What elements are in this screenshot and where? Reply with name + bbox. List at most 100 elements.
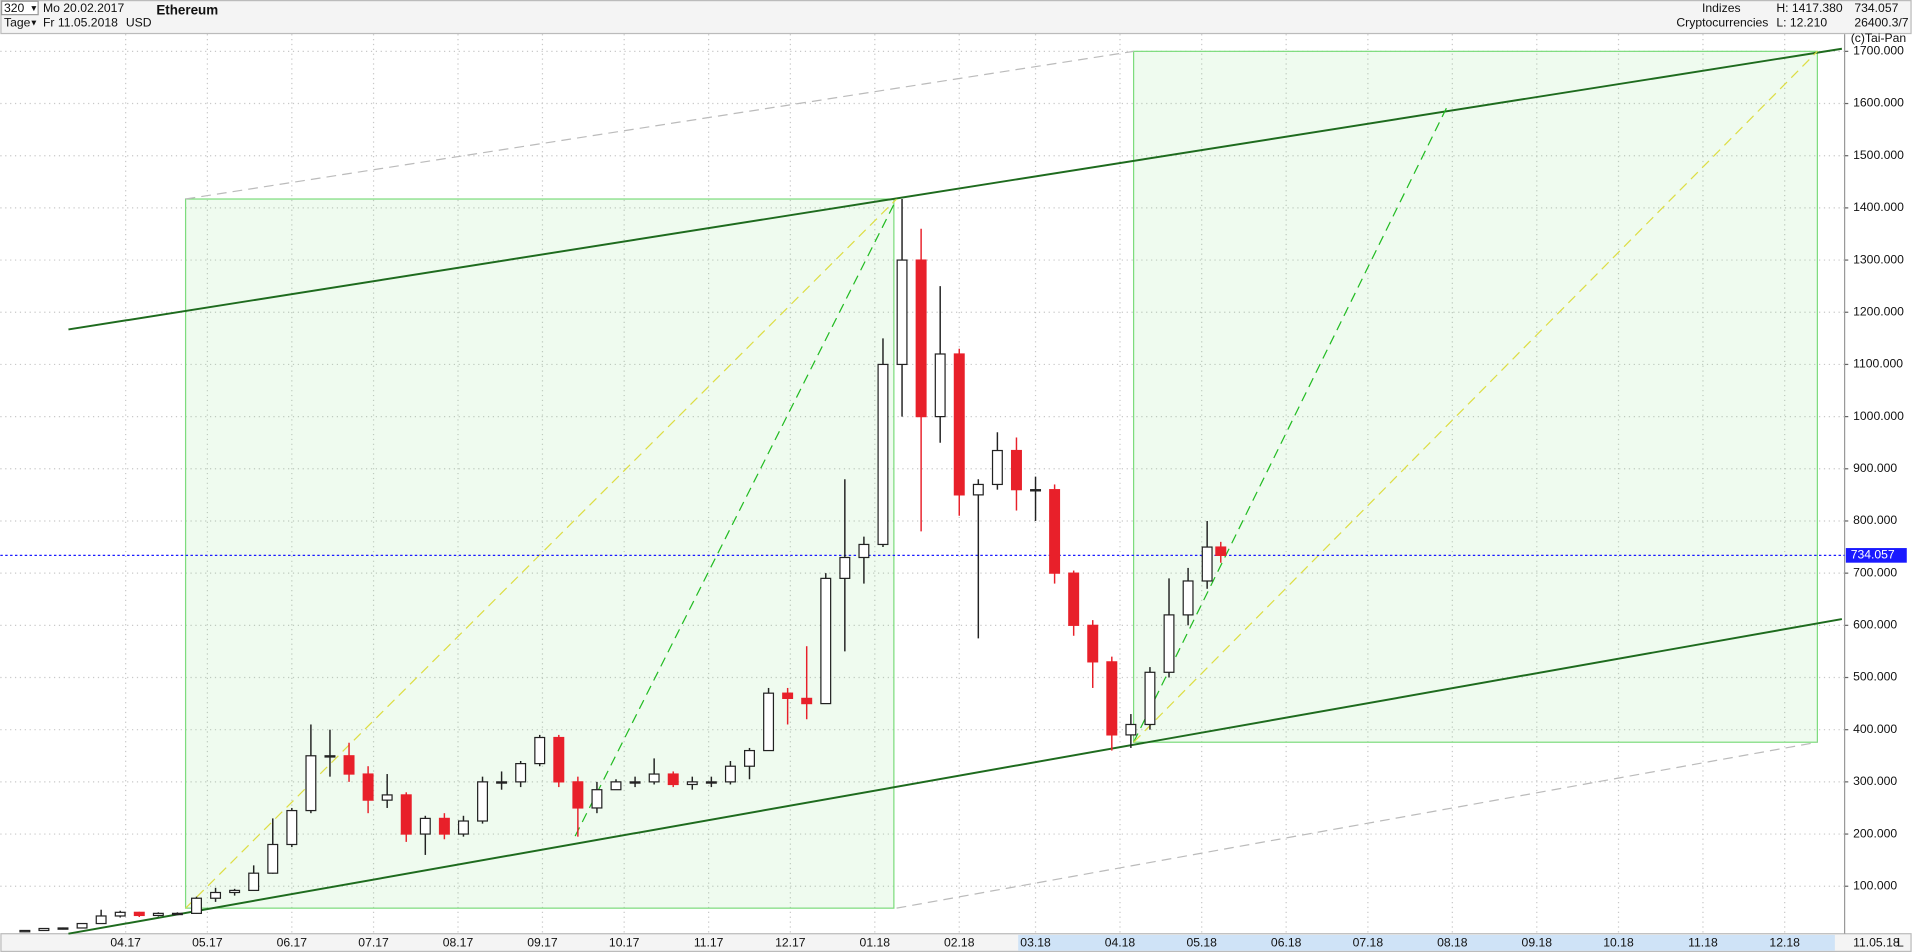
x-tick-label: 08.18 bbox=[1437, 936, 1468, 950]
chart-title: Ethereum bbox=[156, 3, 218, 18]
x-tick-label: 09.18 bbox=[1522, 936, 1553, 950]
candle-body bbox=[1030, 489, 1042, 492]
candle-body bbox=[1182, 580, 1194, 616]
low: L: 12.210 bbox=[1776, 15, 1827, 29]
x-tick-label: 07.17 bbox=[358, 936, 389, 950]
candle-body bbox=[324, 755, 336, 758]
trend-line bbox=[185, 50, 1134, 200]
candle-body bbox=[19, 929, 31, 933]
candle-body bbox=[1106, 661, 1118, 736]
candle-body bbox=[210, 891, 222, 899]
candle-body bbox=[57, 927, 69, 930]
candle-body bbox=[686, 781, 698, 786]
y-tick-label: 600.000 bbox=[1853, 618, 1897, 632]
y-tick-label: 1000.000 bbox=[1853, 409, 1904, 423]
to-date: Fr 11.05.2018 bbox=[43, 15, 118, 29]
candle-body bbox=[152, 912, 164, 917]
x-tick-label: 02.18 bbox=[944, 936, 975, 950]
candle-body bbox=[1049, 489, 1061, 574]
current-price-tag bbox=[1845, 548, 1907, 563]
candle-body bbox=[724, 765, 736, 783]
candle-body bbox=[629, 781, 641, 784]
x-tick-label: 05.17 bbox=[192, 936, 223, 950]
count-select[interactable] bbox=[0, 0, 39, 16]
candle-body bbox=[38, 927, 50, 932]
x-tick-label: 05.18 bbox=[1186, 936, 1217, 950]
y-tick-label: 800.000 bbox=[1853, 513, 1897, 527]
candle-body bbox=[782, 692, 794, 699]
trend-line bbox=[68, 47, 1843, 331]
x-axis-highlight bbox=[1018, 934, 1835, 951]
candle-body bbox=[419, 817, 431, 835]
candle-body bbox=[705, 781, 717, 784]
candle-body bbox=[457, 820, 469, 835]
current-price-label: 734.057 bbox=[1851, 548, 1895, 562]
header-bar bbox=[0, 0, 1912, 35]
x-tick-label: 01.18 bbox=[860, 936, 891, 950]
y-tick-label: 900.000 bbox=[1853, 461, 1897, 475]
from-date: Mo 20.02.2017 bbox=[43, 1, 124, 15]
candle-body bbox=[572, 781, 584, 809]
x-tick-label: 06.18 bbox=[1271, 936, 1302, 950]
candle-body bbox=[877, 363, 889, 546]
code: 26400.3/7 bbox=[1854, 15, 1908, 29]
candle-body bbox=[114, 911, 126, 917]
x-tick-label: 06.17 bbox=[277, 936, 308, 950]
y-tick-label: 1500.000 bbox=[1853, 148, 1904, 162]
x-tick-label: 12.18 bbox=[1769, 936, 1800, 950]
candle-body bbox=[553, 736, 565, 783]
candle-body bbox=[248, 872, 260, 892]
candle-body bbox=[381, 794, 393, 801]
y-tick-label: 300.000 bbox=[1853, 774, 1897, 788]
scale-flag[interactable]: L bbox=[1897, 936, 1904, 950]
candle-body bbox=[591, 789, 603, 809]
candle-body bbox=[972, 483, 984, 496]
candle-body bbox=[400, 794, 412, 835]
y-tick-label: 200.000 bbox=[1853, 826, 1897, 840]
y-tick-label: 1100.000 bbox=[1853, 357, 1903, 371]
candle-body bbox=[610, 781, 622, 791]
y-tick-label: 1700.000 bbox=[1853, 44, 1904, 58]
x-tick-label: 10.18 bbox=[1603, 936, 1634, 950]
x-tick-label: 03.18 bbox=[1020, 936, 1051, 950]
x-tick-label: 07.18 bbox=[1353, 936, 1384, 950]
copyright: (c)Tai-Pan bbox=[1851, 31, 1906, 45]
candle-body bbox=[839, 556, 851, 579]
candle-body bbox=[438, 817, 450, 835]
y-tick-label: 1400.000 bbox=[1853, 200, 1904, 214]
x-tick-label: 09.17 bbox=[527, 936, 558, 950]
trend-line bbox=[1133, 50, 1818, 743]
dropdown-arrow[interactable]: ▼ bbox=[30, 3, 38, 13]
candle-body bbox=[953, 353, 965, 496]
candle-body bbox=[934, 353, 946, 418]
candle-body bbox=[305, 755, 317, 812]
y-tick-label: 500.000 bbox=[1853, 670, 1897, 684]
x-tick-label: 11.17 bbox=[694, 936, 724, 950]
candle-body bbox=[1010, 449, 1022, 491]
candle-body bbox=[648, 773, 660, 783]
x-tick-label: 04.18 bbox=[1105, 936, 1136, 950]
candle-body bbox=[496, 781, 508, 784]
unit[interactable]: Tage bbox=[4, 15, 31, 29]
candle-body bbox=[896, 259, 908, 366]
trend-line bbox=[68, 618, 1843, 935]
candle-body bbox=[362, 773, 374, 801]
candle-body bbox=[267, 843, 279, 874]
candle-body bbox=[744, 749, 755, 767]
candle-body bbox=[1087, 624, 1099, 663]
dropdown-arrow[interactable]: ▼ bbox=[30, 17, 38, 27]
candle-body bbox=[763, 692, 775, 752]
candle-body bbox=[820, 577, 832, 705]
candle-body bbox=[667, 773, 679, 786]
count[interactable]: 320 bbox=[4, 1, 25, 15]
x-tick-label: 11.18 bbox=[1688, 936, 1718, 950]
candle-body bbox=[801, 697, 813, 705]
x-tick-label: 08.17 bbox=[443, 936, 474, 950]
trend-line bbox=[574, 198, 898, 837]
candle-body bbox=[477, 781, 489, 822]
candle-body bbox=[534, 736, 546, 765]
last-price: 734.057 bbox=[1854, 1, 1898, 15]
candle-body bbox=[1068, 572, 1080, 626]
candle-body bbox=[95, 915, 107, 925]
